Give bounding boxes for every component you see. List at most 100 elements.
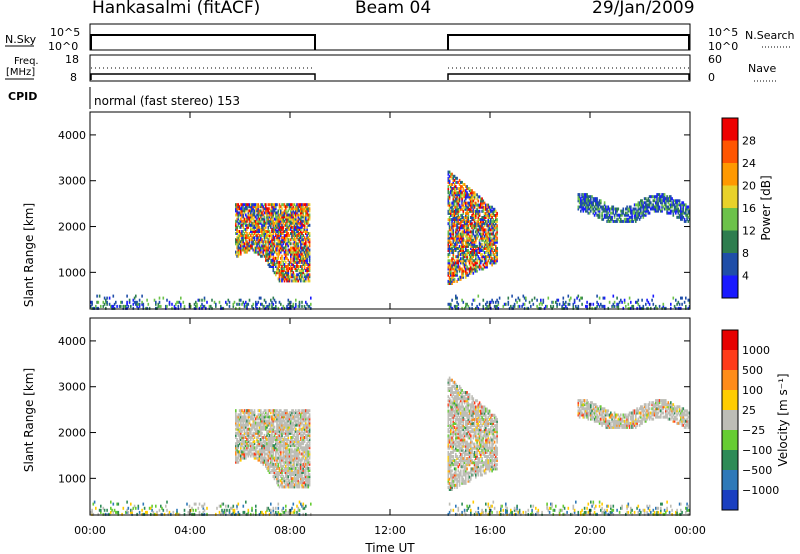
echo-cell (462, 261, 465, 265)
echo-cell (292, 263, 295, 266)
echo-cell (496, 259, 498, 263)
echo-cell (603, 215, 606, 219)
echo-cell (242, 219, 245, 223)
echo-cell (632, 207, 635, 211)
echo-cell (263, 444, 266, 448)
echo-cell (286, 242, 288, 246)
echo-cell (475, 216, 477, 219)
echo-cell (267, 260, 270, 264)
echo-cell (278, 217, 281, 221)
echo-cell (453, 236, 456, 240)
echo-cell (291, 429, 293, 433)
echo-cell (278, 460, 281, 464)
echo-cell (295, 473, 297, 477)
echo-cell (461, 275, 463, 279)
echo-cell (470, 251, 472, 254)
echo-cell (277, 225, 280, 229)
echo-cell (243, 427, 246, 431)
echo-cell (288, 234, 291, 238)
echo-cell (457, 226, 460, 230)
echo-cell (291, 413, 293, 417)
echo-cell (235, 221, 237, 225)
echo-cell (251, 242, 253, 246)
echo-cell (265, 442, 267, 446)
echo-cell (277, 209, 280, 213)
echo-cell (655, 205, 657, 209)
echo-cell (667, 205, 670, 209)
echo-cell (603, 207, 606, 211)
echo-cell (655, 209, 657, 213)
echo-cell (237, 440, 240, 444)
echo-cell (491, 263, 493, 267)
echo-cell (258, 225, 261, 229)
echo-cell (285, 254, 287, 258)
echo-cell (457, 306, 460, 310)
colorbar-swatch (722, 275, 738, 298)
echo-cell (252, 440, 255, 444)
echo-cell (260, 413, 262, 417)
echo-cell (267, 258, 270, 262)
echo-cell (306, 269, 308, 273)
echo-cell (596, 199, 598, 203)
echo-cell (658, 304, 661, 308)
echo-cell (298, 458, 301, 462)
echo-cell (590, 201, 592, 205)
echo-cell (243, 219, 246, 223)
echo-cell (240, 221, 242, 225)
echo-cell (452, 209, 455, 213)
echo-cell (496, 220, 498, 224)
echo-cell (247, 244, 250, 248)
echo-cell (481, 238, 483, 242)
echo-cell (248, 223, 251, 227)
echo-cell (156, 306, 158, 310)
echo-cell (276, 479, 278, 483)
echo-cell (565, 304, 567, 308)
echo-cell (480, 246, 482, 250)
echo-cell (493, 259, 496, 263)
echo-cell (256, 234, 258, 238)
echo-cell (278, 250, 281, 254)
echo-cell (308, 234, 311, 238)
echo-cell (298, 275, 301, 279)
echo-cell (300, 417, 302, 421)
echo-cell (465, 240, 467, 244)
echo-cell (287, 471, 290, 474)
echo-cell (260, 302, 262, 306)
echo-cell (256, 250, 258, 254)
echo-cell (256, 217, 258, 221)
echo-cell (288, 458, 291, 462)
echo-cell (452, 232, 455, 236)
echo-cell (462, 251, 465, 254)
echo-cell (282, 446, 285, 450)
echo-cell (142, 306, 145, 310)
echo-cell (300, 477, 302, 481)
echo-cell (303, 250, 306, 254)
echo-cell (461, 191, 463, 195)
echo-cell (472, 213, 475, 217)
echo-cell (297, 215, 300, 219)
echo-cell (241, 240, 243, 244)
echo-cell (465, 261, 467, 265)
echo-cell (280, 250, 282, 254)
echo-cell (272, 263, 275, 266)
echo-cell (475, 261, 477, 265)
echo-cell (293, 429, 296, 433)
echo-cell (496, 304, 498, 308)
echo-cell (248, 415, 251, 419)
echo-cell (485, 220, 487, 224)
echo-cell (275, 431, 277, 435)
echo-cell (447, 178, 450, 182)
echo-cell (246, 448, 248, 452)
echo-cell (261, 223, 263, 227)
echo-cell (286, 273, 288, 277)
echo-cell (617, 207, 620, 211)
echo-cell (295, 205, 297, 209)
echo-cell (255, 221, 257, 225)
echo-cell (245, 246, 247, 250)
echo-cell (293, 217, 296, 221)
echo-cell (645, 211, 647, 215)
echo-cell (647, 211, 650, 215)
echo-cell (461, 261, 463, 265)
echo-cell (268, 417, 271, 421)
echo-cell (260, 254, 262, 258)
